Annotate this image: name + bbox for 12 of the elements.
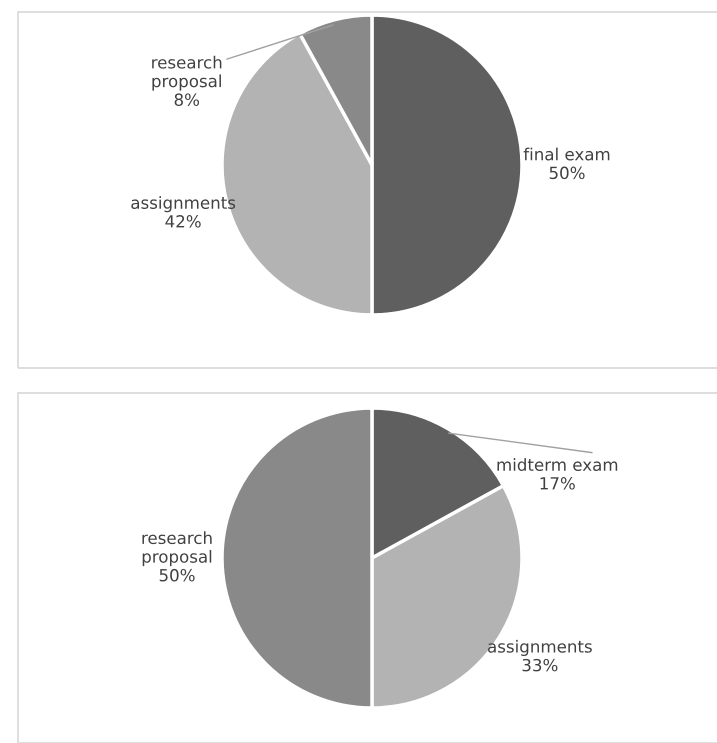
slice-label: final exam xyxy=(524,148,610,161)
data-label: 8% xyxy=(174,93,200,106)
data-label: 33% xyxy=(522,658,558,672)
slice-label: midterm exam xyxy=(497,458,618,472)
data-label: 50% xyxy=(550,166,585,180)
data-label: 42% xyxy=(165,215,201,228)
slice-label: research proposal xyxy=(142,531,212,566)
data-label: 50% xyxy=(160,568,195,582)
data-label: 17% xyxy=(540,477,575,490)
slice-label: assignments xyxy=(131,196,236,212)
slice-label: research proposal xyxy=(152,56,222,91)
slice-label: assignments xyxy=(488,640,592,656)
